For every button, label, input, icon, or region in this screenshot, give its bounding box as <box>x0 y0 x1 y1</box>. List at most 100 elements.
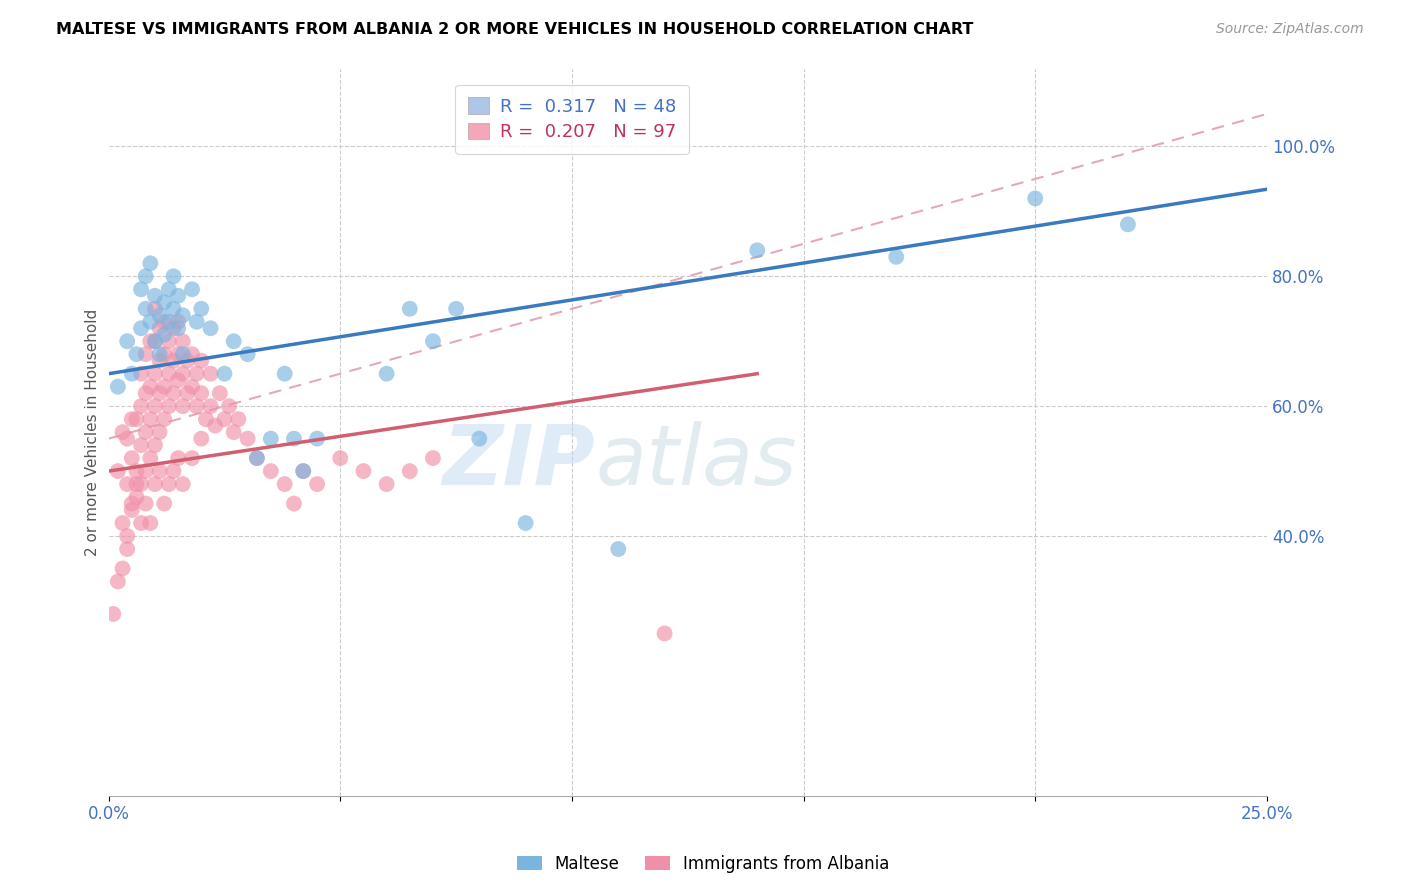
Point <box>204 418 226 433</box>
Point <box>172 334 194 349</box>
Point <box>167 315 190 329</box>
Point <box>111 425 134 439</box>
Point <box>176 386 198 401</box>
Text: MALTESE VS IMMIGRANTS FROM ALBANIA 2 OR MORE VEHICLES IN HOUSEHOLD CORRELATION C: MALTESE VS IMMIGRANTS FROM ALBANIA 2 OR … <box>56 22 973 37</box>
Point <box>143 367 166 381</box>
Point <box>135 347 157 361</box>
Point <box>654 626 676 640</box>
Point <box>139 334 162 349</box>
Point <box>111 516 134 530</box>
Point <box>139 315 162 329</box>
Point <box>222 425 245 439</box>
Point <box>190 432 212 446</box>
Point <box>135 497 157 511</box>
Point <box>143 334 166 349</box>
Point <box>107 464 129 478</box>
Point <box>139 451 162 466</box>
Point <box>115 477 138 491</box>
Point <box>422 334 444 349</box>
Point <box>398 301 420 316</box>
Point <box>444 301 467 316</box>
Point <box>181 347 204 361</box>
Point <box>190 386 212 401</box>
Point <box>162 301 184 316</box>
Point <box>125 490 148 504</box>
Point <box>246 451 269 466</box>
Point <box>307 432 329 446</box>
Point <box>186 315 208 329</box>
Point <box>186 399 208 413</box>
Point <box>186 367 208 381</box>
Point <box>1024 191 1046 205</box>
Point <box>218 399 240 413</box>
Point <box>149 353 172 368</box>
Point <box>129 399 152 413</box>
Point <box>190 301 212 316</box>
Point <box>153 347 176 361</box>
Point <box>167 451 190 466</box>
Point <box>125 412 148 426</box>
Point <box>172 308 194 322</box>
Point <box>157 315 180 329</box>
Point <box>153 412 176 426</box>
Point <box>139 412 162 426</box>
Point <box>181 451 204 466</box>
Point <box>125 464 148 478</box>
Point <box>149 386 172 401</box>
Point <box>115 334 138 349</box>
Point <box>129 438 152 452</box>
Legend: R =  0.317   N = 48, R =  0.207   N = 97: R = 0.317 N = 48, R = 0.207 N = 97 <box>456 85 689 153</box>
Point <box>214 367 236 381</box>
Y-axis label: 2 or more Vehicles in Household: 2 or more Vehicles in Household <box>86 309 100 556</box>
Point <box>172 367 194 381</box>
Point <box>129 477 152 491</box>
Point <box>143 477 166 491</box>
Point <box>190 353 212 368</box>
Point <box>107 380 129 394</box>
Point <box>246 451 269 466</box>
Point <box>162 386 184 401</box>
Point <box>162 321 184 335</box>
Point <box>129 516 152 530</box>
Point <box>139 256 162 270</box>
Point <box>167 373 190 387</box>
Text: atlas: atlas <box>595 421 797 501</box>
Point <box>200 367 222 381</box>
Point <box>153 295 176 310</box>
Point <box>375 477 398 491</box>
Point <box>260 432 283 446</box>
Point <box>329 451 352 466</box>
Point <box>153 327 176 342</box>
Point <box>468 432 491 446</box>
Point <box>111 561 134 575</box>
Point <box>129 282 152 296</box>
Point <box>176 353 198 368</box>
Point <box>200 321 222 335</box>
Point <box>353 464 375 478</box>
Point <box>260 464 283 478</box>
Point <box>307 477 329 491</box>
Point <box>181 380 204 394</box>
Point <box>1116 218 1139 232</box>
Text: Source: ZipAtlas.com: Source: ZipAtlas.com <box>1216 22 1364 37</box>
Point <box>273 367 295 381</box>
Point <box>115 432 138 446</box>
Point <box>162 269 184 284</box>
Point <box>121 367 143 381</box>
Point <box>153 315 176 329</box>
Point <box>143 399 166 413</box>
Point <box>214 412 236 426</box>
Point <box>157 282 180 296</box>
Point <box>135 464 157 478</box>
Point <box>162 353 184 368</box>
Point <box>747 244 769 258</box>
Point <box>121 412 143 426</box>
Point <box>121 503 143 517</box>
Point <box>375 367 398 381</box>
Point <box>139 516 162 530</box>
Point <box>149 308 172 322</box>
Point <box>172 477 194 491</box>
Point <box>884 250 907 264</box>
Point <box>121 497 143 511</box>
Point <box>153 497 176 511</box>
